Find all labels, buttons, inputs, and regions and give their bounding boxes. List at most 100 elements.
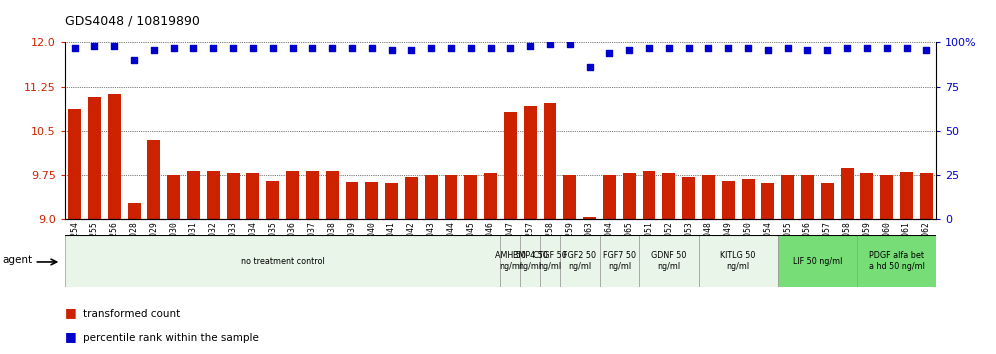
Bar	[187, 171, 200, 219]
Point	[165, 45, 181, 51]
Point	[859, 45, 874, 51]
Bar	[781, 175, 794, 219]
Bar	[584, 217, 596, 219]
Point	[740, 45, 756, 51]
Text: transformed count: transformed count	[83, 309, 180, 319]
Text: agent: agent	[2, 255, 32, 265]
Point	[760, 47, 776, 52]
Bar	[108, 95, 121, 219]
Bar	[622, 173, 635, 219]
Point	[720, 45, 736, 51]
Bar	[880, 175, 893, 219]
Text: PDGF alfa bet
a hd 50 ng/ml: PDGF alfa bet a hd 50 ng/ml	[869, 251, 924, 271]
Point	[800, 47, 816, 52]
Bar	[722, 181, 735, 219]
Text: FGF2 50
ng/ml: FGF2 50 ng/ml	[563, 251, 597, 271]
Text: ■: ■	[65, 330, 77, 343]
Point	[403, 47, 419, 52]
Bar	[484, 173, 497, 219]
Point	[107, 43, 123, 49]
Point	[443, 45, 459, 51]
Point	[780, 45, 796, 51]
Point	[840, 45, 856, 51]
Bar	[560, 235, 600, 287]
Point	[641, 45, 657, 51]
Point	[898, 45, 914, 51]
Bar	[861, 173, 873, 219]
Text: GDNF 50
ng/ml: GDNF 50 ng/ml	[651, 251, 686, 271]
Text: FGF7 50
ng/ml: FGF7 50 ng/ml	[603, 251, 635, 271]
Text: LIF 50 ng/ml: LIF 50 ng/ml	[793, 257, 842, 266]
Text: AMH 50
ng/ml: AMH 50 ng/ml	[495, 251, 526, 271]
Text: CTGF 50
ng/ml: CTGF 50 ng/ml	[533, 251, 567, 271]
Point	[324, 45, 340, 51]
Point	[878, 45, 894, 51]
Bar	[920, 173, 933, 219]
Bar	[857, 235, 936, 287]
Text: percentile rank within the sample: percentile rank within the sample	[83, 333, 259, 343]
Point	[344, 45, 360, 51]
Point	[245, 45, 261, 51]
Point	[205, 45, 221, 51]
Point	[918, 47, 934, 52]
Bar	[147, 140, 160, 219]
Bar	[544, 103, 557, 219]
Point	[126, 57, 142, 63]
Bar	[778, 235, 857, 287]
Point	[602, 50, 618, 56]
Bar	[246, 173, 259, 219]
Point	[622, 47, 637, 52]
Point	[305, 45, 321, 51]
Bar	[742, 179, 755, 219]
Point	[522, 43, 538, 49]
Bar	[504, 112, 517, 219]
Point	[582, 64, 598, 70]
Point	[820, 47, 836, 52]
Point	[423, 45, 439, 51]
Point	[364, 45, 379, 51]
Text: KITLG 50
ng/ml: KITLG 50 ng/ml	[720, 251, 756, 271]
Bar	[306, 171, 319, 219]
Bar	[405, 177, 417, 219]
Point	[383, 47, 399, 52]
Point	[483, 45, 499, 51]
Bar	[540, 235, 560, 287]
Point	[502, 45, 518, 51]
Point	[700, 45, 716, 51]
Bar	[841, 167, 854, 219]
Bar	[385, 183, 398, 219]
Bar	[68, 109, 81, 219]
Point	[185, 45, 201, 51]
Bar	[639, 235, 698, 287]
Bar	[603, 175, 616, 219]
Bar	[127, 203, 140, 219]
Bar	[801, 175, 814, 219]
Point	[225, 45, 241, 51]
Bar	[366, 182, 378, 219]
Bar	[600, 235, 639, 287]
Bar	[642, 171, 655, 219]
Bar	[88, 97, 101, 219]
Point	[67, 45, 83, 51]
Bar	[500, 235, 520, 287]
Bar	[65, 235, 501, 287]
Bar	[326, 171, 339, 219]
Bar	[564, 175, 577, 219]
Bar	[227, 173, 239, 219]
Bar	[207, 171, 220, 219]
Point	[680, 45, 696, 51]
Bar	[520, 235, 540, 287]
Bar	[286, 171, 299, 219]
Bar	[821, 183, 834, 219]
Bar	[346, 182, 359, 219]
Bar	[464, 175, 477, 219]
Point	[562, 41, 578, 47]
Point	[285, 45, 301, 51]
Text: GDS4048 / 10819890: GDS4048 / 10819890	[65, 14, 199, 27]
Text: ■: ■	[65, 306, 77, 319]
Bar	[266, 181, 279, 219]
Bar	[424, 175, 437, 219]
Bar	[702, 175, 715, 219]
Point	[661, 45, 677, 51]
Bar	[762, 183, 774, 219]
